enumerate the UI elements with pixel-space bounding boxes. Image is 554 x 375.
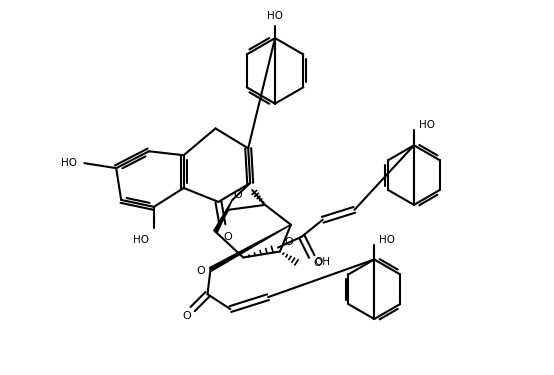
Polygon shape bbox=[214, 200, 232, 232]
Text: O: O bbox=[197, 266, 206, 276]
Polygon shape bbox=[209, 225, 291, 271]
Text: O: O bbox=[182, 311, 191, 321]
Text: OH: OH bbox=[315, 258, 331, 267]
Text: HO: HO bbox=[61, 158, 78, 168]
Text: O: O bbox=[223, 232, 232, 242]
Text: O: O bbox=[314, 258, 322, 268]
Text: HO: HO bbox=[267, 11, 283, 21]
Text: O: O bbox=[284, 237, 293, 247]
Text: HO: HO bbox=[133, 235, 149, 244]
Text: O: O bbox=[233, 190, 242, 200]
Text: HO: HO bbox=[419, 120, 435, 130]
Text: HO: HO bbox=[379, 235, 395, 244]
